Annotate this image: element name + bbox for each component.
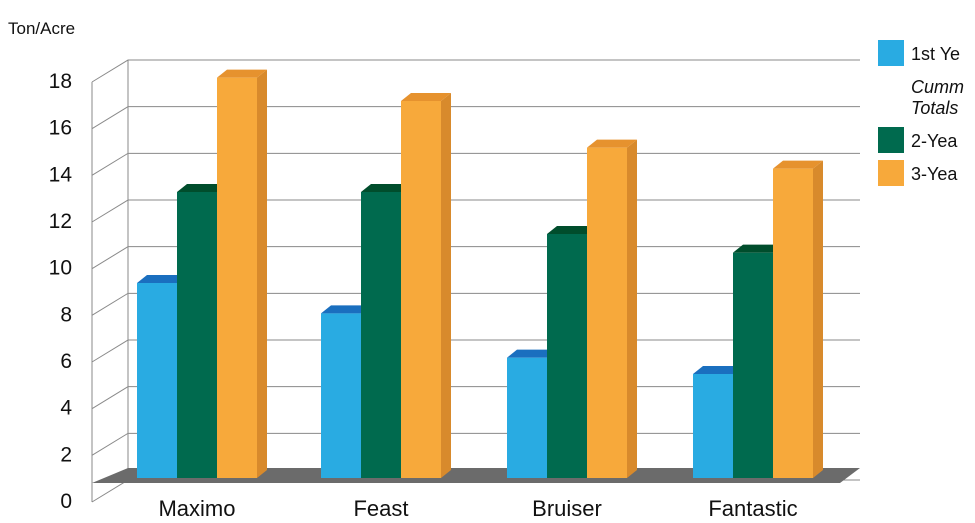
gridline xyxy=(91,106,860,130)
bar-top xyxy=(547,226,597,234)
bar-front xyxy=(733,252,773,478)
x-category-label: Bruiser xyxy=(532,496,602,521)
legend-swatch xyxy=(878,160,904,186)
legend-label: 1st Ye xyxy=(911,44,960,64)
gridline xyxy=(91,152,860,176)
bar-front xyxy=(137,283,177,478)
bar-front xyxy=(321,313,361,478)
bar-top xyxy=(693,366,743,374)
chart-bars xyxy=(137,69,823,479)
floor-plane xyxy=(92,468,860,483)
bar-top xyxy=(507,349,557,358)
bar-side xyxy=(813,160,823,478)
y-tick-label: 2 xyxy=(60,443,72,466)
bar xyxy=(217,69,267,479)
y-tick-label: 18 xyxy=(49,70,72,93)
legend-label: 3-Yea xyxy=(911,164,958,184)
bar-top xyxy=(773,160,823,169)
bar-front xyxy=(773,168,813,478)
y-tick-label: 6 xyxy=(60,350,72,373)
y-axis-ticks: 0 2 4 6 8 10 12 14 16 18 xyxy=(49,70,73,513)
y-tick-label: 10 xyxy=(49,257,72,280)
y-tick-label: 16 xyxy=(49,117,72,140)
bar-top xyxy=(321,305,371,314)
legend-label: 2-Yea xyxy=(911,131,958,151)
bar-front xyxy=(361,192,401,478)
y-tick-label: 12 xyxy=(49,210,72,233)
legend-swatch xyxy=(878,127,904,153)
bar-top xyxy=(733,244,783,253)
chart-floor xyxy=(92,468,860,483)
legend-note: Totals xyxy=(911,98,958,118)
bar xyxy=(587,139,637,478)
bar-side xyxy=(257,69,267,479)
legend-swatch xyxy=(878,40,904,66)
bar-front xyxy=(587,147,627,478)
bar-front xyxy=(547,234,587,478)
bar-top xyxy=(177,184,227,192)
bar-front xyxy=(401,101,441,478)
x-axis-categories: Maximo Feast Bruiser Fantastic xyxy=(158,496,797,521)
bar-front xyxy=(507,357,547,478)
y-tick-label: 0 xyxy=(60,490,72,513)
bar-side xyxy=(441,93,451,478)
x-category-label: Maximo xyxy=(158,496,235,521)
bar xyxy=(773,160,823,478)
bar xyxy=(401,93,451,478)
x-category-label: Feast xyxy=(353,496,408,521)
bar-top xyxy=(217,69,267,78)
bar-top xyxy=(401,93,451,101)
bar-top xyxy=(137,275,187,283)
chart-grid xyxy=(91,59,860,503)
bar-front xyxy=(217,77,257,479)
gridline xyxy=(91,59,860,83)
bar-front xyxy=(177,192,217,478)
bar-top xyxy=(587,139,637,148)
y-tick-label: 14 xyxy=(49,163,73,186)
y-tick-label: 8 xyxy=(60,303,72,326)
y-axis-label: Ton/Acre xyxy=(8,19,75,38)
x-category-label: Fantastic xyxy=(708,496,797,521)
bar-top xyxy=(361,184,411,192)
y-tick-label: 4 xyxy=(60,397,72,420)
bar-side xyxy=(627,139,637,478)
bar-front xyxy=(693,374,733,478)
legend-note: Cumm xyxy=(911,77,964,97)
